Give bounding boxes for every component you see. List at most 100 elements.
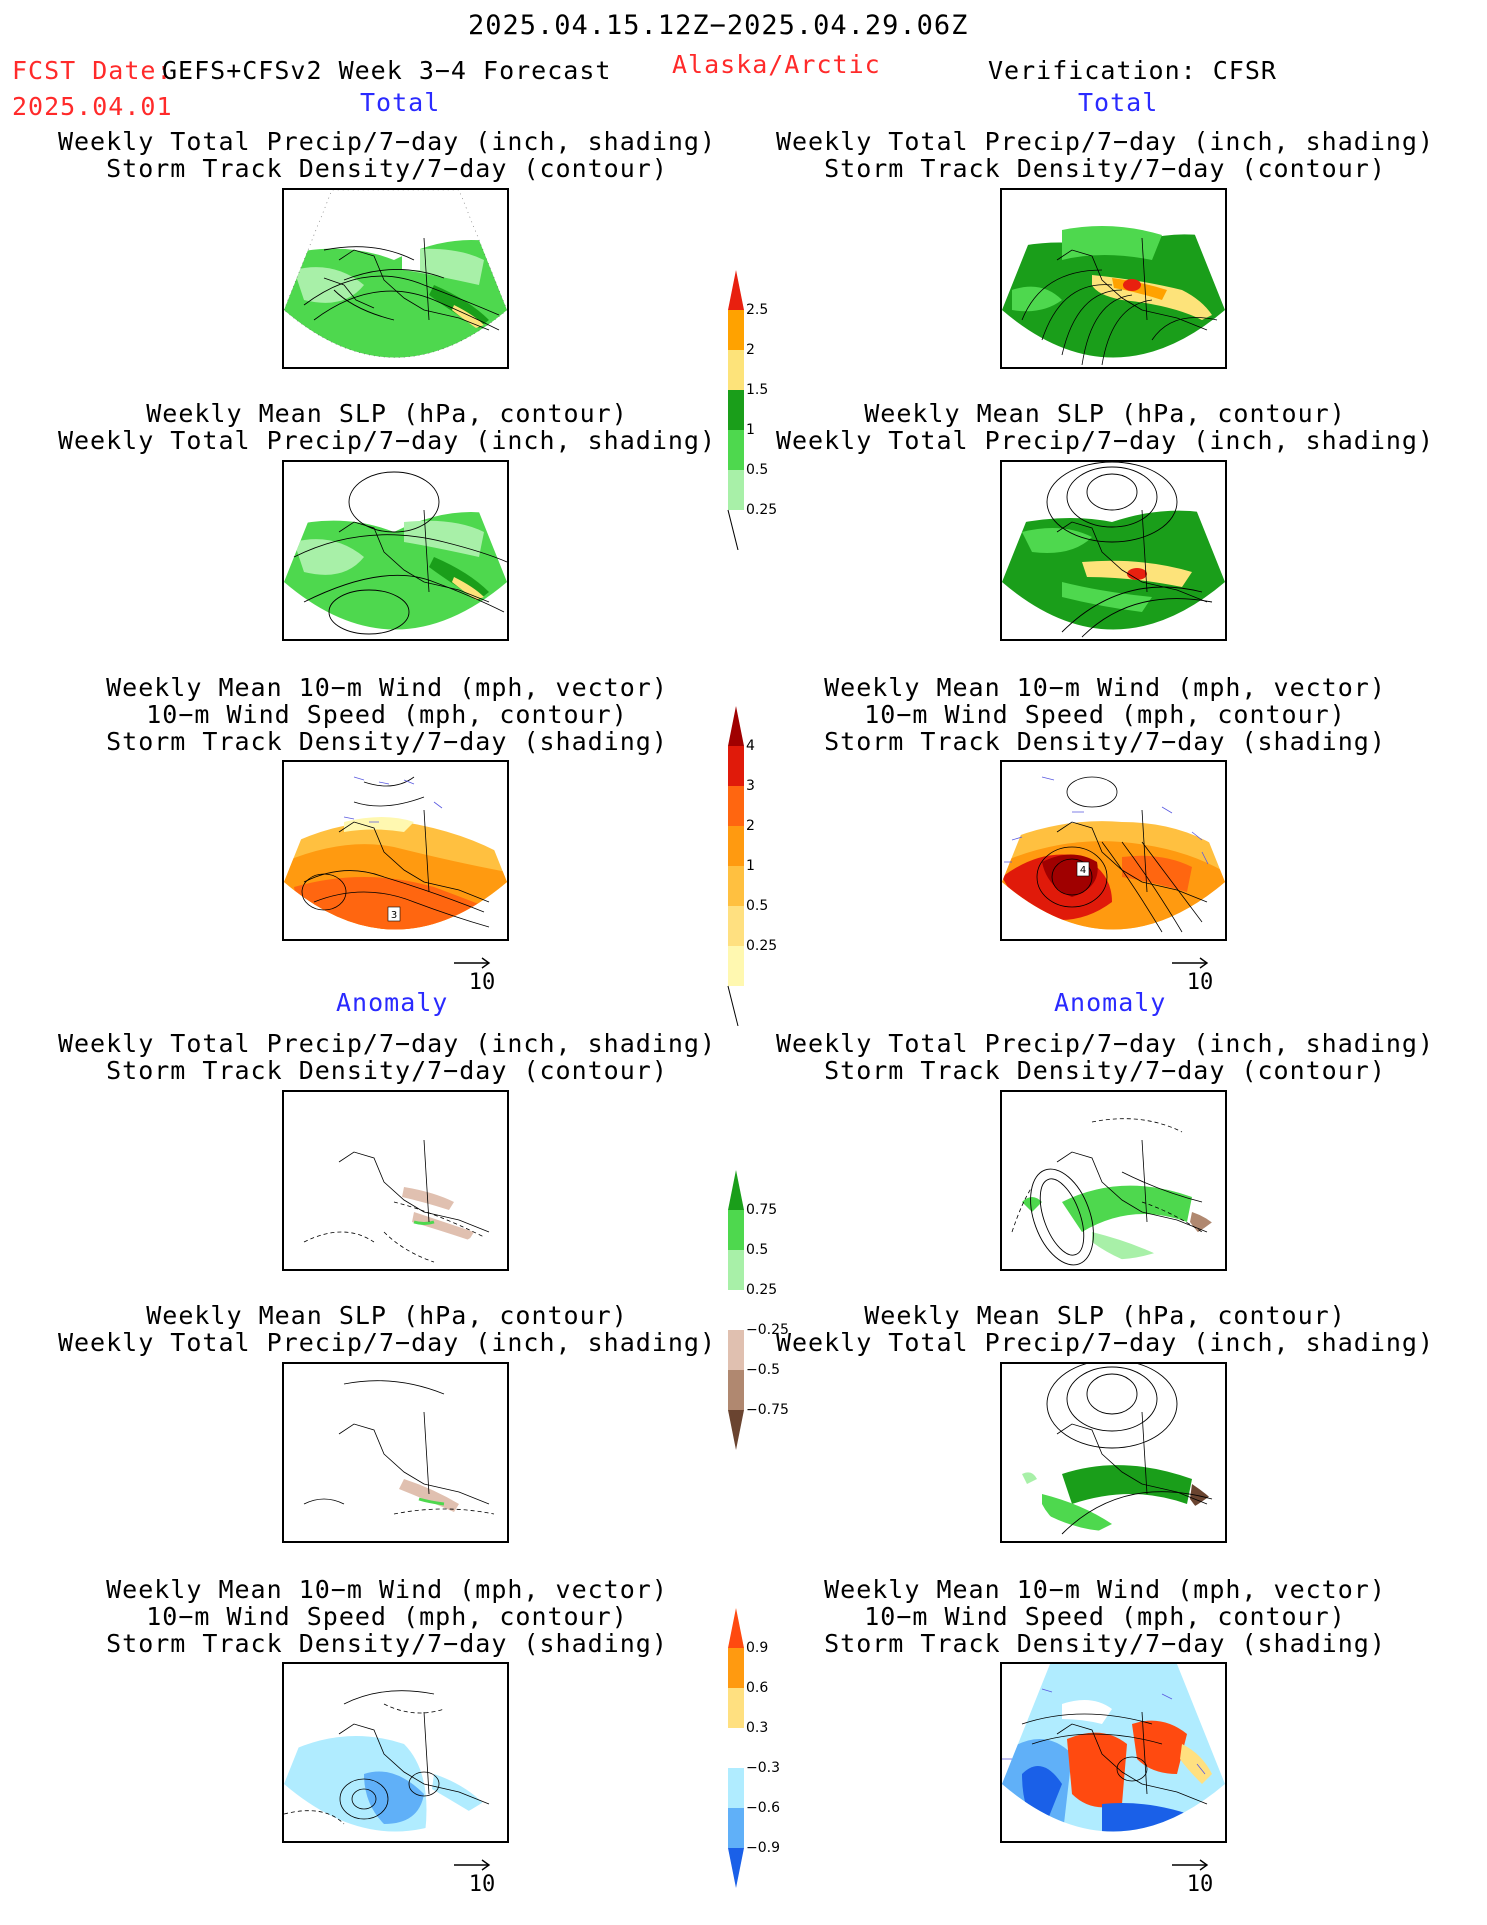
colorbar-label: 4 (746, 738, 755, 754)
colorbar-label: 2 (746, 818, 755, 834)
colorbar-segment (728, 1768, 744, 1808)
section-total-verification: Total (1078, 88, 1159, 117)
map-label: 3 (391, 910, 397, 921)
title-line: 10−m Wind Speed (mph, contour) (864, 1602, 1346, 1631)
title-line: Storm Track Density/7−day (contour) (106, 154, 668, 183)
colorbar-segment (728, 826, 744, 866)
colorbar-segment (728, 906, 744, 946)
fcst-date-label: FCST Date: (12, 56, 173, 85)
colorbar-label: 0.5 (746, 462, 769, 478)
vector-ref-label: 10 (1186, 1872, 1214, 1897)
vector-arrow-icon (1172, 1859, 1209, 1871)
title-line: 10−m Wind Speed (mph, contour) (864, 700, 1346, 729)
panel-title-ver-total-wind: Weekly Mean 10−m Wind (mph, vector) 10−m… (745, 674, 1465, 755)
region-title: Alaska/Arctic (672, 50, 881, 79)
panel-title-fc-total-slp: Weekly Mean SLP (hPa, contour) Weekly To… (27, 400, 747, 454)
title-line: Weekly Mean 10−m Wind (mph, vector) (824, 1575, 1386, 1604)
map-fc-total-wind: 3 (282, 760, 509, 941)
date-range: 2025.04.15.12Z−2025.04.29.06Z (468, 10, 969, 41)
map-fc-total-slp (282, 460, 509, 641)
title-line: Weekly Total Precip/7−day (inch, shading… (775, 1328, 1435, 1357)
colorbar-segment (728, 1648, 744, 1688)
colorbar-svg (727, 706, 744, 1026)
colorbar-label: −0.3 (746, 1760, 780, 1776)
panel-title-ver-total-slp: Weekly Mean SLP (hPa, contour) Weekly To… (745, 400, 1465, 454)
vector-ref-label: 10 (468, 970, 496, 995)
title-line: Weekly Mean SLP (hPa, contour) (146, 1301, 628, 1330)
verification-label: Verification: CFSR (988, 56, 1277, 85)
colorbar-segment (728, 946, 744, 986)
title-line: Weekly Total Precip/7−day (inch, shading… (775, 1029, 1435, 1058)
title-line: Weekly Mean 10−m Wind (mph, vector) (106, 1575, 668, 1604)
title-line: 10−m Wind Speed (mph, contour) (146, 700, 628, 729)
map-ver-total-precip (1000, 188, 1227, 369)
panel-title-fc-total-wind: Weekly Mean 10−m Wind (mph, vector) 10−m… (27, 674, 747, 755)
colorbar-label: 0.25 (746, 938, 778, 954)
colorbar-segment (728, 746, 744, 786)
colorbar-label: 0.25 (746, 1282, 778, 1298)
map-fc-anom-precip (282, 1090, 509, 1271)
map-ver-total-wind: 4 (1000, 760, 1227, 941)
colorbar-svg (728, 1170, 744, 1450)
vector-ref-ver-total: 10 (1170, 956, 1230, 995)
title-line: Storm Track Density/7−day (shading) (824, 1629, 1386, 1658)
vector-ref-label: 10 (468, 1872, 496, 1897)
colorbar-precip-total: 2.5 2 1.5 1 0.5 0.25 (724, 270, 777, 550)
vector-arrow-icon (454, 957, 491, 969)
colorbar-segment (728, 470, 744, 510)
colorbar-bottom-tip (728, 1410, 744, 1450)
colorbar-top-tip (728, 1608, 744, 1648)
title-line: Storm Track Density/7−day (shading) (106, 1629, 668, 1658)
section-total-forecast: Total (360, 88, 441, 117)
colorbar-track-total: 4 3 2 1 0.5 0.25 (724, 706, 777, 1026)
map-ver-anom-precip (1000, 1090, 1227, 1271)
title-line: Weekly Mean SLP (hPa, contour) (864, 399, 1346, 428)
title-line: Weekly Mean 10−m Wind (mph, vector) (824, 673, 1386, 702)
colorbar-label: 0.9 (746, 1640, 769, 1656)
colorbar-label: −0.9 (746, 1840, 780, 1856)
colorbar-segment (728, 1210, 744, 1250)
colorbar-label: 2.5 (746, 302, 769, 318)
colorbar-bottom-tail (727, 985, 739, 1026)
panel-title-fc-anom-slp: Weekly Mean SLP (hPa, contour) Weekly To… (27, 1302, 747, 1356)
colorbar-label: 0.3 (746, 1720, 769, 1736)
vector-ref-label: 10 (1186, 970, 1214, 995)
map-fc-total-precip (282, 188, 509, 369)
title-line: Weekly Total Precip/7−day (inch, shading… (775, 127, 1435, 156)
title-line: Weekly Total Precip/7−day (inch, shading… (775, 426, 1435, 455)
colorbar-bottom-tail (727, 509, 739, 550)
title-line: Weekly Total Precip/7−day (inch, shading… (57, 1029, 717, 1058)
fcst-date: 2025.04.01 (12, 92, 173, 121)
vector-ref-fc-total: 10 (452, 956, 512, 995)
colorbar-label: 2 (746, 342, 755, 358)
colorbar-segment (728, 786, 744, 826)
vector-ref-fc-anom: 10 (452, 1858, 512, 1897)
map-fc-anom-slp (282, 1362, 509, 1543)
colorbar-segment (728, 430, 744, 470)
panel-title-fc-anom-precip: Weekly Total Precip/7−day (inch, shading… (27, 1030, 747, 1084)
colorbar-segment (728, 1330, 744, 1370)
colorbar-segment (728, 1728, 744, 1768)
map-ver-anom-wind (1000, 1662, 1227, 1843)
title-line: Weekly Mean 10−m Wind (mph, vector) (106, 673, 668, 702)
colorbar-label: 1 (746, 858, 755, 874)
map-ver-anom-slp (1000, 1362, 1227, 1543)
panel-title-ver-anom-precip: Weekly Total Precip/7−day (inch, shading… (745, 1030, 1465, 1084)
colorbar-precip-anom: 0.75 0.5 0.25 −0.25 −0.5 −0.75 (724, 1170, 789, 1450)
title-line: Weekly Total Precip/7−day (inch, shading… (57, 127, 717, 156)
map-fc-anom-wind (282, 1662, 509, 1843)
colorbar-segment (728, 1688, 744, 1728)
map-label: 4 (1080, 865, 1086, 876)
colorbar-label: 0.5 (746, 1242, 769, 1258)
colorbar-segment (728, 1290, 744, 1330)
colorbar-label: 1.5 (746, 382, 769, 398)
colorbar-svg (727, 270, 744, 550)
colorbar-label: −0.75 (746, 1402, 789, 1418)
panel-title-ver-anom-wind: Weekly Mean 10−m Wind (mph, vector) 10−m… (745, 1576, 1465, 1657)
title-line: Storm Track Density/7−day (contour) (824, 154, 1386, 183)
colorbar-bottom-tip (728, 1848, 744, 1888)
colorbar-svg (728, 1608, 744, 1888)
section-anomaly-forecast: Anomaly (336, 988, 449, 1017)
title-line: Weekly Mean SLP (hPa, contour) (864, 1301, 1346, 1330)
title-line: Storm Track Density/7−day (contour) (106, 1056, 668, 1085)
